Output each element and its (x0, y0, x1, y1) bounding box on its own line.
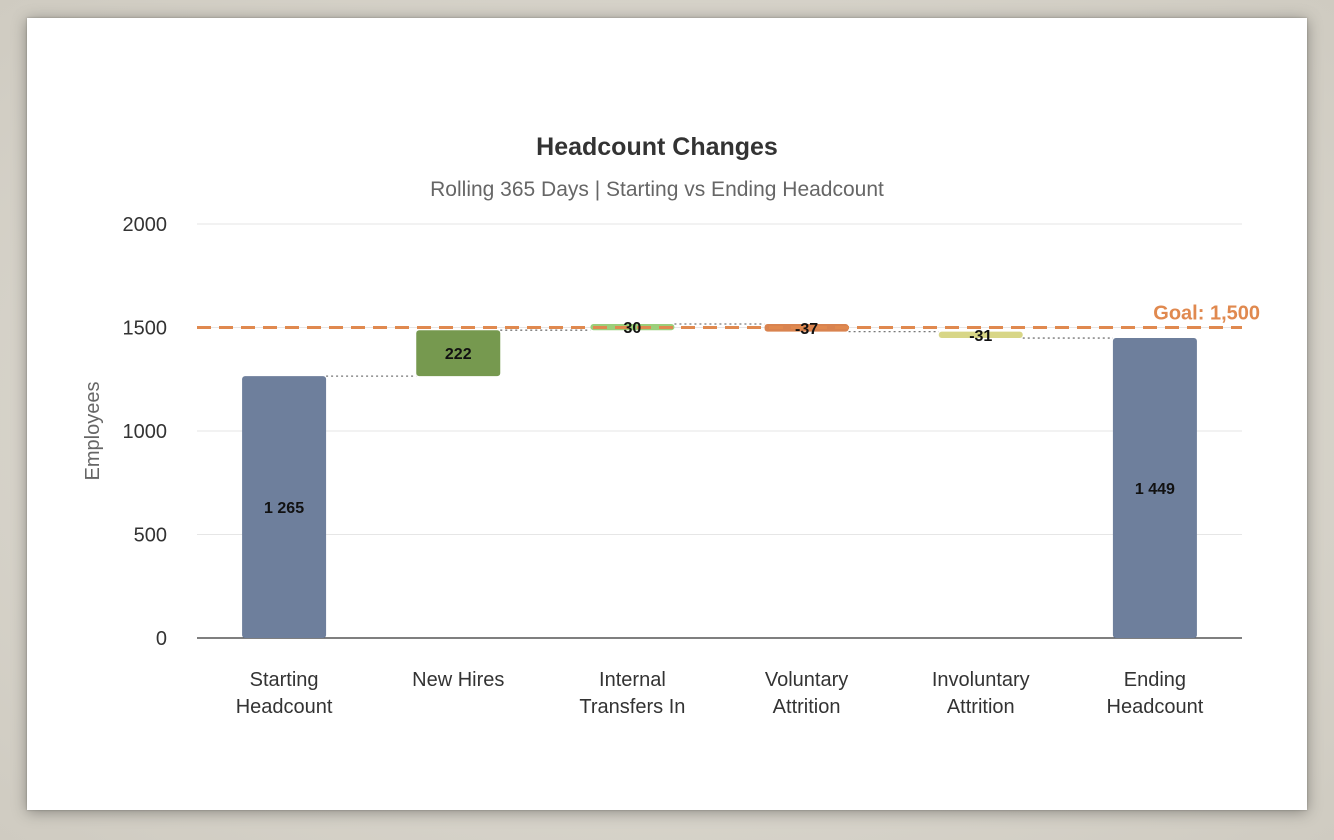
y-tick-label: 1000 (123, 421, 168, 443)
x-tick-label: New Hires (412, 669, 504, 691)
goal-label: Goal: 1,500 (1153, 303, 1260, 325)
data-labels: 1 265 222 30 -37 -31 1 449 (264, 320, 1175, 517)
bar-4 (938, 331, 1023, 339)
y-tick-label: 500 (134, 525, 167, 547)
bar-0 (242, 376, 327, 638)
x-tick-label: Involuntary Attrition (932, 669, 1030, 718)
chart-subtitle: Rolling 365 Days | Starting vs Ending He… (430, 178, 884, 201)
gridlines (197, 223, 1242, 639)
chart-card: Headcount Changes Rolling 365 Days | Sta… (27, 18, 1307, 810)
x-tick-label: Ending Headcount (1107, 669, 1204, 718)
y-tick-label: 0 (156, 628, 167, 650)
y-axis-ticks: 0 500 1000 1500 2000 (123, 214, 168, 650)
connector-lines (326, 323, 1113, 377)
data-label: -37 (795, 321, 818, 338)
data-label: 1 265 (264, 500, 304, 517)
data-label: 1 449 (1135, 481, 1175, 498)
goal-line-group: Goal: 1,500 (197, 303, 1260, 329)
y-tick-label: 2000 (123, 214, 168, 236)
waterfall-chart: Headcount Changes Rolling 365 Days | Sta… (82, 133, 1260, 718)
bars (242, 323, 1197, 638)
chart-title: Headcount Changes (536, 133, 778, 161)
bar-2 (590, 323, 675, 331)
x-tick-label: Voluntary Attrition (765, 669, 848, 718)
y-axis-label: Employees (82, 382, 104, 481)
data-label: 30 (624, 320, 642, 337)
bar-3 (764, 323, 849, 332)
bar-5 (1112, 338, 1197, 638)
bar-1 (416, 330, 501, 377)
x-tick-label: Internal Transfers In (579, 669, 685, 718)
y-tick-label: 1500 (123, 318, 168, 340)
data-label: -31 (969, 328, 992, 345)
data-label: 222 (445, 346, 472, 363)
x-tick-label: Starting Headcount (236, 669, 333, 718)
x-axis-ticks: Starting Headcount New Hires Internal Transf… (236, 669, 1204, 718)
